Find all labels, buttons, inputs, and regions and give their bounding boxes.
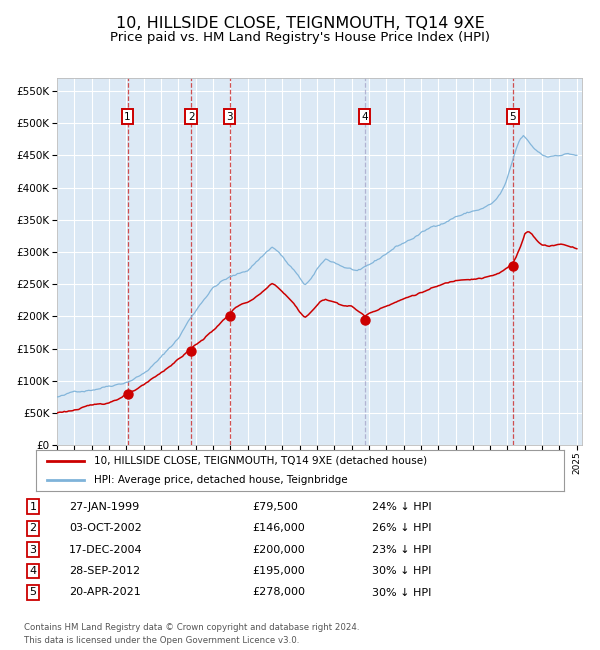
Text: 4: 4 — [29, 566, 37, 576]
Text: 20-APR-2021: 20-APR-2021 — [69, 588, 141, 597]
Text: £79,500: £79,500 — [252, 502, 298, 512]
Text: Price paid vs. HM Land Registry's House Price Index (HPI): Price paid vs. HM Land Registry's House … — [110, 31, 490, 44]
Text: 1: 1 — [124, 112, 131, 122]
Text: 10, HILLSIDE CLOSE, TEIGNMOUTH, TQ14 9XE (detached house): 10, HILLSIDE CLOSE, TEIGNMOUTH, TQ14 9XE… — [94, 456, 427, 466]
Text: Contains HM Land Registry data © Crown copyright and database right 2024.
This d: Contains HM Land Registry data © Crown c… — [24, 623, 359, 645]
Text: 03-OCT-2002: 03-OCT-2002 — [69, 523, 142, 533]
Text: 2: 2 — [188, 112, 194, 122]
Text: 5: 5 — [29, 588, 37, 597]
Text: 30% ↓ HPI: 30% ↓ HPI — [372, 566, 431, 576]
Text: £195,000: £195,000 — [252, 566, 305, 576]
Text: 17-DEC-2004: 17-DEC-2004 — [69, 545, 143, 554]
Text: 23% ↓ HPI: 23% ↓ HPI — [372, 545, 431, 554]
Text: 10, HILLSIDE CLOSE, TEIGNMOUTH, TQ14 9XE: 10, HILLSIDE CLOSE, TEIGNMOUTH, TQ14 9XE — [116, 16, 484, 31]
Text: HPI: Average price, detached house, Teignbridge: HPI: Average price, detached house, Teig… — [94, 474, 348, 485]
Text: £278,000: £278,000 — [252, 588, 305, 597]
Text: 27-JAN-1999: 27-JAN-1999 — [69, 502, 139, 512]
Text: £200,000: £200,000 — [252, 545, 305, 554]
Text: £146,000: £146,000 — [252, 523, 305, 533]
Text: 24% ↓ HPI: 24% ↓ HPI — [372, 502, 431, 512]
Text: 2: 2 — [29, 523, 37, 533]
Text: 30% ↓ HPI: 30% ↓ HPI — [372, 588, 431, 597]
Text: 28-SEP-2012: 28-SEP-2012 — [69, 566, 140, 576]
Text: 1: 1 — [29, 502, 37, 512]
Text: 5: 5 — [509, 112, 516, 122]
Text: 4: 4 — [361, 112, 368, 122]
Text: 3: 3 — [29, 545, 37, 554]
Text: 26% ↓ HPI: 26% ↓ HPI — [372, 523, 431, 533]
Text: 3: 3 — [226, 112, 233, 122]
